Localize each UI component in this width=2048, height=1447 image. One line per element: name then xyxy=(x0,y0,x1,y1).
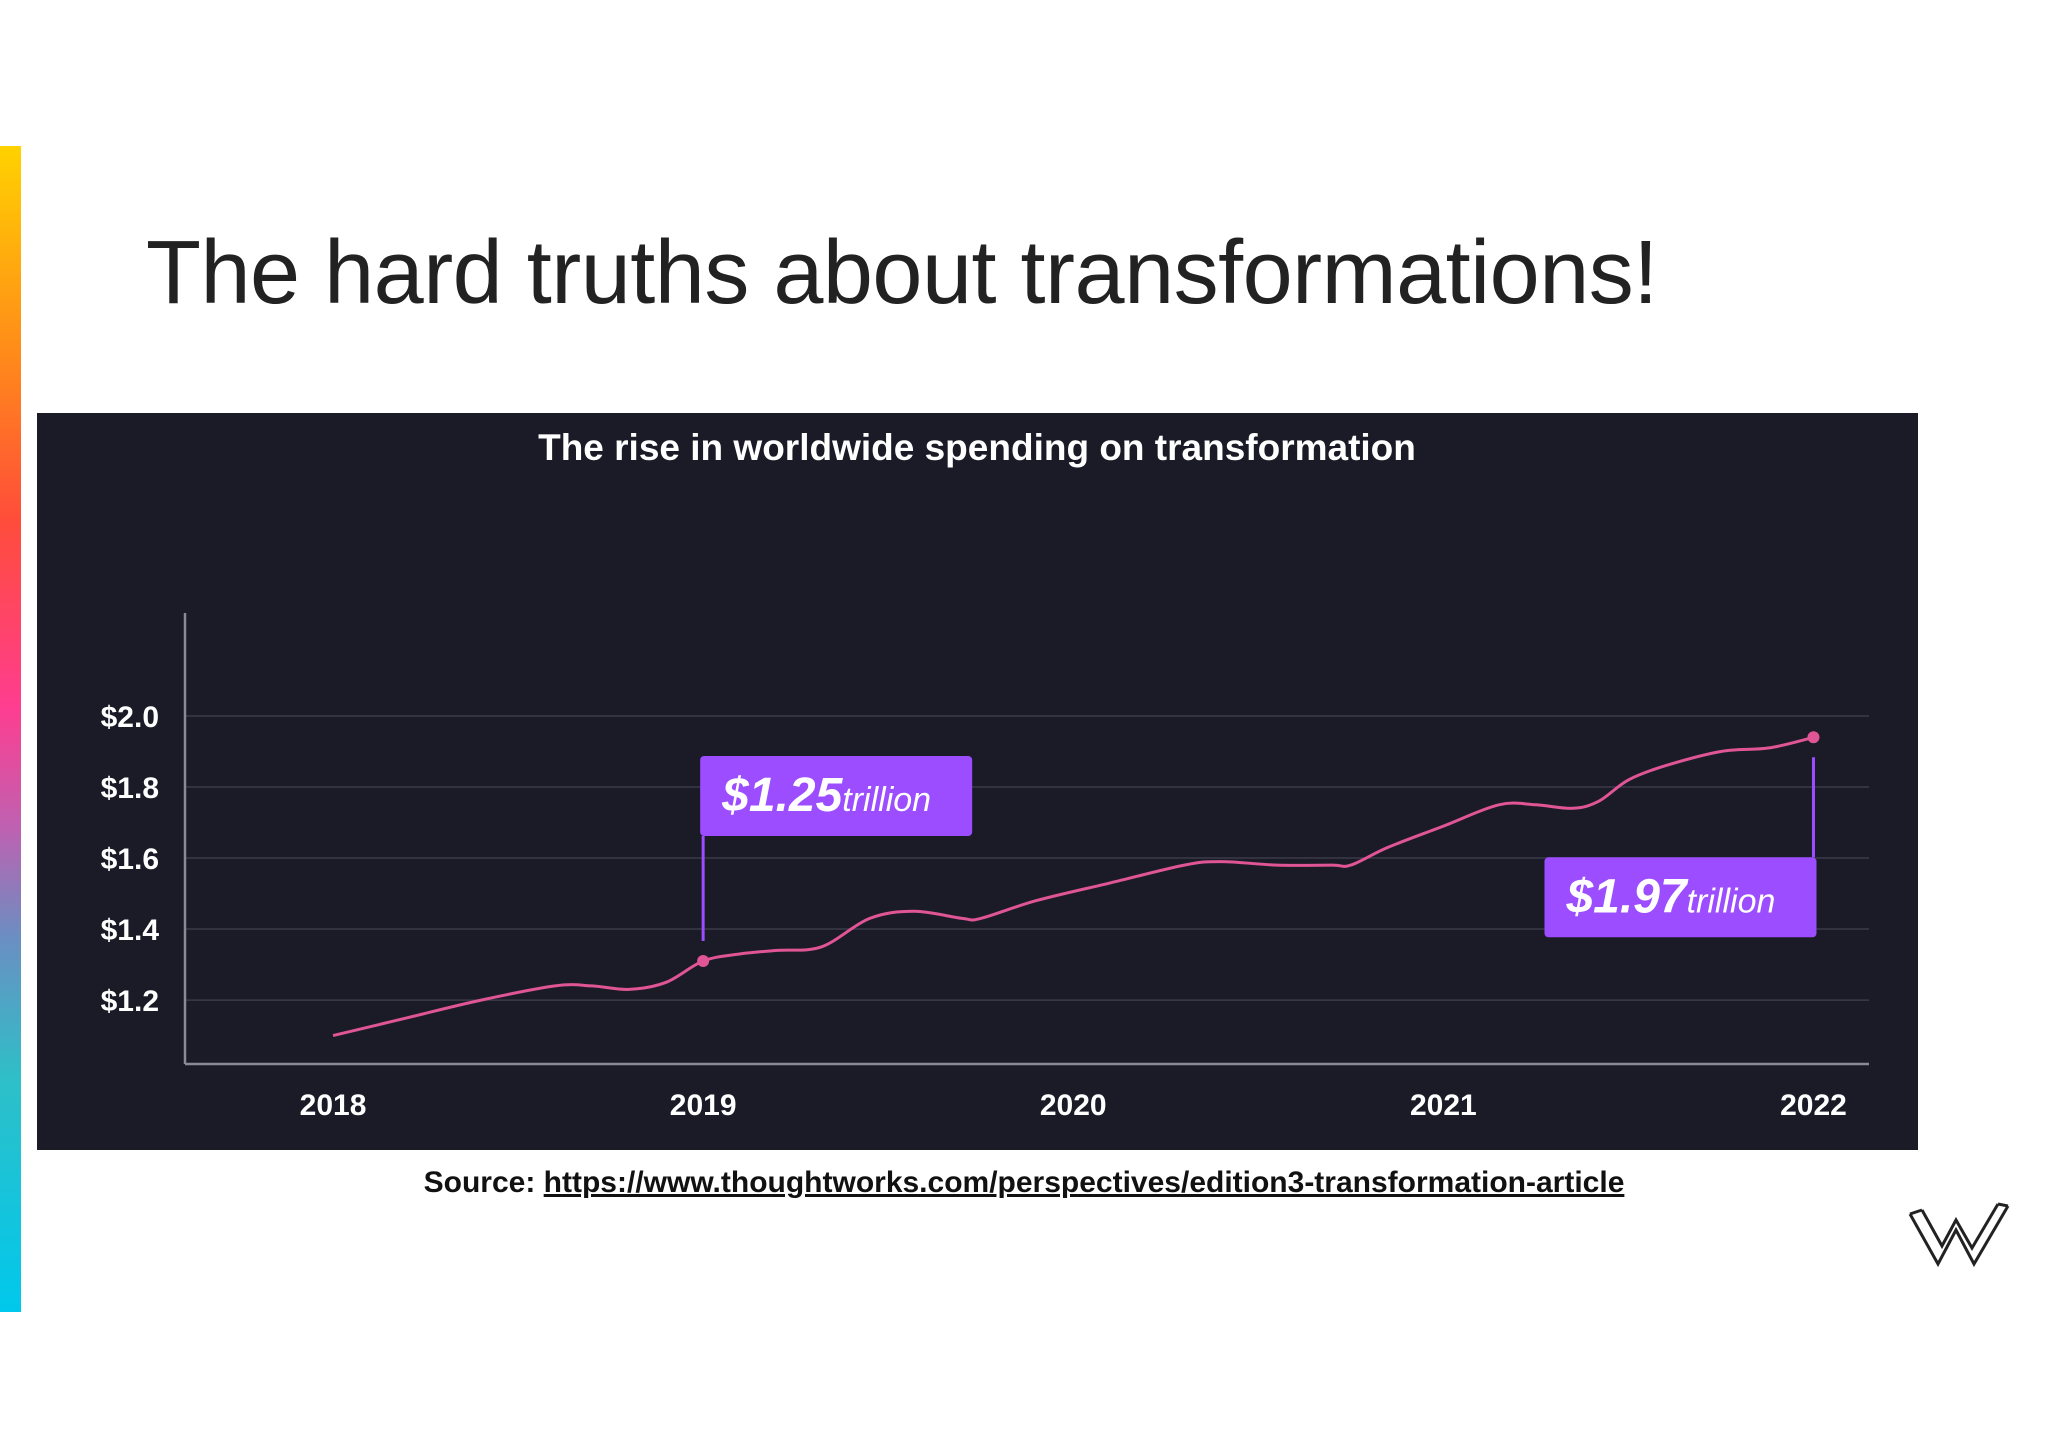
x-tick-label: 2018 xyxy=(300,1089,367,1122)
callout-unit: trillion xyxy=(842,781,931,819)
callout-box xyxy=(700,756,973,837)
callout-value: $1.97 xyxy=(1565,870,1688,923)
callout-box xyxy=(1544,857,1817,938)
callout-0: $1.25trillion xyxy=(697,756,973,968)
slide-title: The hard truths about transformations! xyxy=(146,223,1658,323)
y-tick-label: $2.0 xyxy=(101,701,159,734)
x-tick-label: 2020 xyxy=(1040,1089,1107,1122)
source-link[interactable]: https://www.thoughtworks.com/perspective… xyxy=(543,1166,1625,1199)
series-line-0 xyxy=(332,735,1814,1038)
callout-value: $1.25 xyxy=(721,769,843,822)
chart-panel: The rise in worldwide spending on transf… xyxy=(37,413,1918,1150)
data-point-marker xyxy=(1807,731,1820,744)
w-logo-icon xyxy=(1908,1202,2010,1268)
y-tick-label: $1.6 xyxy=(101,843,159,876)
callout-unit: trillion xyxy=(1687,882,1776,920)
x-tick-label: 2021 xyxy=(1410,1089,1477,1122)
data-point-marker xyxy=(697,955,710,968)
y-tick-label: $1.4 xyxy=(101,914,160,947)
y-tick-label: $1.8 xyxy=(101,772,159,805)
callout-label: $1.25trillion xyxy=(721,769,931,822)
chart-title: The rise in worldwide spending on transf… xyxy=(538,427,1416,468)
y-tick-label: $1.2 xyxy=(101,985,159,1018)
callout-label: $1.97trillion xyxy=(1565,870,1775,923)
callout-1: $1.97trillion xyxy=(1544,731,1820,938)
x-tick-label: 2022 xyxy=(1780,1089,1847,1122)
accent-gradient-bar xyxy=(0,146,21,1312)
x-tick-label: 2019 xyxy=(670,1089,737,1122)
line-chart: The rise in worldwide spending on transf… xyxy=(101,427,1869,1122)
source-citation: Source: https://www.thoughtworks.com/per… xyxy=(0,1166,2048,1200)
source-label: Source: xyxy=(423,1166,536,1199)
